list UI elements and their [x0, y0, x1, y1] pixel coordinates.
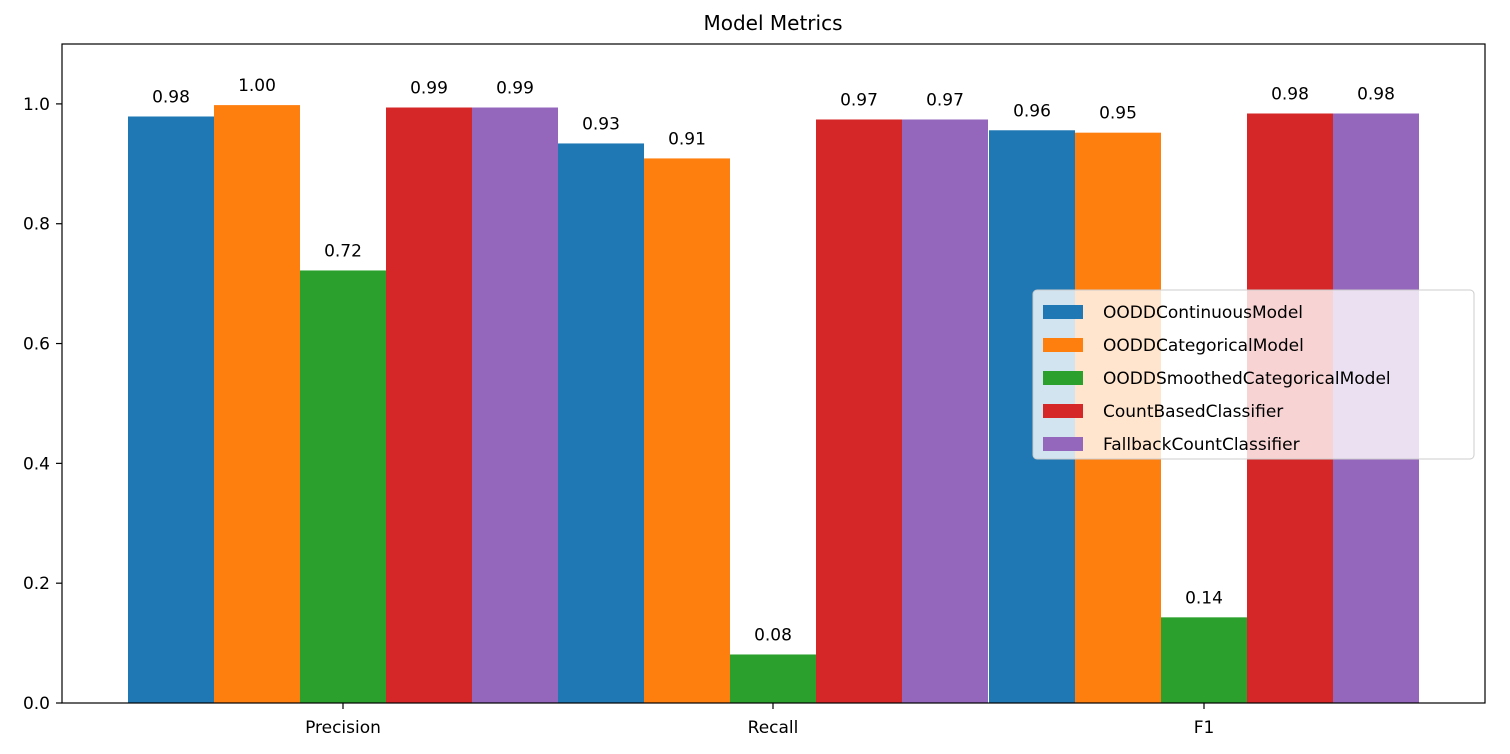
legend-label: OODDCategoricalModel: [1103, 336, 1304, 356]
bar: [902, 119, 988, 703]
bar-value-label: 0.99: [496, 79, 534, 99]
legend-box: [1032, 289, 1475, 460]
legend-swatch: [1043, 404, 1083, 418]
y-tick-label: 0.8: [23, 215, 50, 235]
bar-value-label: 0.93: [582, 114, 620, 134]
bar: [816, 119, 902, 703]
bar-value-label: 0.99: [410, 79, 448, 99]
bar: [128, 116, 214, 704]
bar-value-label: 0.96: [1013, 101, 1051, 121]
bar-value-label: 0.95: [1099, 104, 1137, 124]
legend-swatch: [1043, 305, 1083, 319]
x-tick-label: Recall: [748, 718, 799, 738]
bars-group: [128, 105, 1419, 704]
legend-label: FallbackCountClassifier: [1103, 435, 1300, 455]
bar: [730, 654, 816, 703]
legend-label: OODDContinuousModel: [1103, 303, 1303, 323]
plot-frame: [61, 43, 1486, 704]
bar: [558, 143, 644, 703]
legend-swatch: [1043, 338, 1083, 352]
bar-value-label: 0.98: [152, 87, 190, 107]
y-axis: 0.0 0.2 0.4 0.6 0.8 1.0: [23, 95, 62, 714]
bar-value-label: 1.00: [238, 76, 276, 96]
bar-value-label: 0.97: [840, 90, 878, 110]
bar: [1161, 617, 1247, 703]
bar-value-label: 0.98: [1271, 84, 1309, 104]
bar: [472, 107, 558, 703]
legend: OODDContinuousModel OODDCategoricalModel O…: [1032, 289, 1475, 460]
bar: [214, 105, 300, 703]
y-tick-label: 0.0: [23, 694, 50, 714]
bar-value-label: 0.08: [754, 625, 792, 645]
bar-value-label: 0.72: [324, 241, 362, 261]
bar-labels-group: 0.98 0.93 0.96 1.00 0.91 0.95 0.72 0.08 0.14 0.99…: [152, 76, 1395, 645]
y-tick-label: 0.4: [23, 454, 50, 474]
chart-title: Model Metrics: [703, 11, 842, 35]
y-tick-label: 0.6: [23, 335, 50, 355]
y-tick-label: 1.0: [23, 95, 50, 115]
legend-swatch: [1043, 371, 1083, 385]
legend-label: CountBasedClassifier: [1103, 402, 1283, 422]
bar-value-label: 0.91: [668, 129, 706, 149]
legend-label: OODDSmoothedCategoricalModel: [1103, 369, 1391, 389]
bar-value-label: 0.98: [1357, 84, 1395, 104]
bar-value-label: 0.14: [1185, 588, 1223, 608]
x-axis: Precision Recall F1: [305, 703, 1214, 738]
x-tick-label: F1: [1194, 718, 1215, 738]
legend-swatch: [1043, 437, 1083, 451]
bar-value-label: 0.97: [926, 90, 964, 110]
x-tick-label: Precision: [305, 718, 381, 738]
y-tick-label: 0.2: [23, 574, 50, 594]
bar: [386, 107, 472, 703]
bar: [300, 270, 386, 703]
bar: [644, 158, 730, 703]
